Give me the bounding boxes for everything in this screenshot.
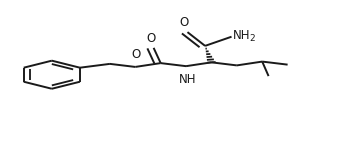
Text: O: O (179, 16, 189, 29)
Text: O: O (146, 32, 155, 45)
Text: NH: NH (233, 29, 250, 42)
Text: O: O (131, 48, 141, 61)
Text: 2: 2 (250, 34, 255, 43)
Text: NH: NH (179, 73, 196, 86)
